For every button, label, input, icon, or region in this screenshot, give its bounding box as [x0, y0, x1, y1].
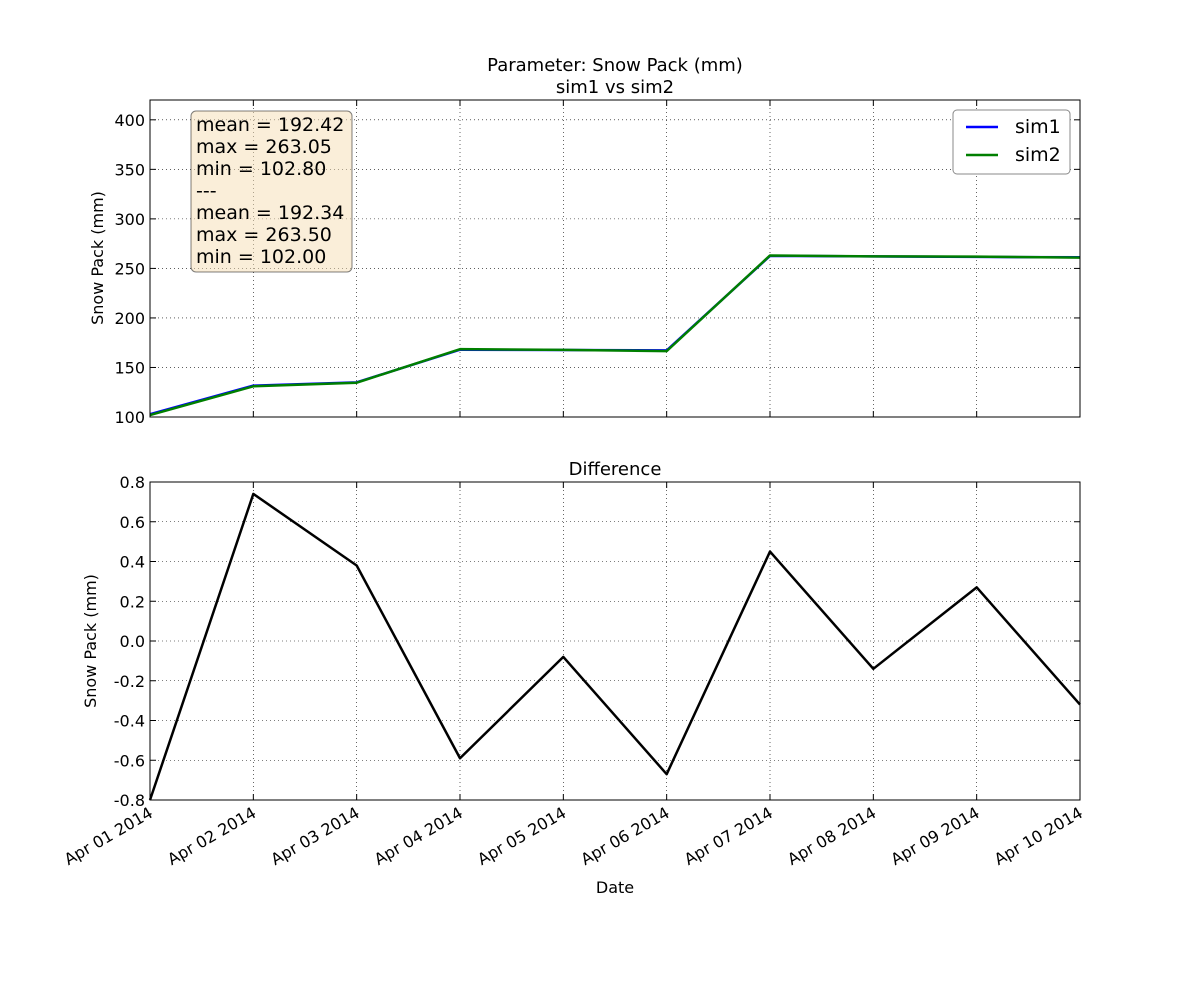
stats-separator: --- [196, 180, 217, 202]
bottom-y-tick-label: 0.0 [120, 632, 145, 651]
top-y-axis-label: Snow Pack (mm) [88, 191, 107, 325]
x-tick-label: Apr 10 2014 [991, 803, 1086, 869]
x-tick-label: Apr 04 2014 [371, 803, 466, 869]
stats-sim2-max: max = 263.50 [196, 224, 332, 246]
top-series-lines [149, 254, 1081, 417]
top-y-tick-label: 400 [114, 111, 145, 130]
bottom-plot-panel: -0.8 -0.6 -0.4 -0.2 0.0 0.2 0.4 0.6 0.8 Apr 01 20… [61, 473, 1086, 897]
bottom-y-tick-label: 0.6 [120, 513, 145, 532]
stats-box-background [190, 110, 353, 273]
bottom-y-tick-label: -0.8 [114, 791, 145, 810]
top-y-tick-label: 250 [114, 259, 145, 278]
legend-label-sim1: sim1 [1015, 116, 1061, 138]
x-tick-label: Apr 03 2014 [267, 803, 362, 869]
bottom-y-tick-label: -0.4 [114, 712, 145, 731]
series-line-sim2 [149, 254, 1081, 417]
top-y-tick-label: 200 [114, 309, 145, 328]
top-y-tick-label: 150 [114, 358, 145, 377]
x-tick-label: Apr 06 2014 [577, 803, 672, 869]
x-tick-label: Apr 08 2014 [784, 803, 879, 869]
x-tick-label: Apr 09 2014 [887, 803, 982, 869]
x-tick-label: Apr 05 2014 [474, 803, 569, 869]
x-tick-label: Apr 02 2014 [164, 803, 259, 869]
bottom-y-axis-label: Snow Pack (mm) [81, 574, 100, 708]
top-plot-panel: 100 150 200 250 300 350 400 Snow Pack (mm) mea… [88, 99, 1081, 427]
bottom-series-lines [148, 492, 1081, 801]
bottom-grid [150, 482, 1080, 800]
stats-sim2-min: min = 102.00 [196, 246, 326, 268]
series-line-difference [148, 492, 1081, 801]
bottom-ticks: -0.8 -0.6 -0.4 -0.2 0.0 0.2 0.4 0.6 0.8 Apr 01 20… [61, 473, 1086, 869]
stats-sim2-mean: mean = 192.34 [196, 202, 344, 224]
x-axis-label: Date [596, 878, 634, 897]
series-line-sim1 [149, 254, 1081, 416]
top-y-tick-label: 100 [114, 408, 145, 427]
top-grid [150, 100, 1080, 417]
stats-sim1-min: min = 102.80 [196, 158, 326, 180]
bottom-y-tick-label: -0.2 [114, 672, 145, 691]
stats-sim1-max: max = 263.05 [196, 136, 332, 158]
chart-subtitle: sim1 vs sim2 [556, 77, 674, 98]
bottom-y-tick-label: 0.2 [120, 592, 145, 611]
top-y-tick-label: 300 [114, 210, 145, 229]
bottom-y-tick-label: 0.8 [120, 473, 145, 492]
legend: sim1 sim2 [952, 109, 1071, 175]
top-axes-frame [149, 99, 1081, 418]
top-y-tick-label: 350 [114, 160, 145, 179]
top-ticks: 100 150 200 250 300 350 400 [114, 100, 1081, 427]
stats-sim1-mean: mean = 192.42 [196, 114, 344, 136]
x-tick-label: Apr 07 2014 [681, 803, 776, 869]
stats-box: mean = 192.42 max = 263.05 min = 102.80 … [190, 110, 353, 273]
bottom-y-tick-label: 0.4 [120, 553, 145, 572]
chart-title: Parameter: Snow Pack (mm) [487, 55, 743, 76]
legend-label-sim2: sim2 [1015, 144, 1061, 166]
x-tick-label: Apr 01 2014 [61, 803, 156, 869]
bottom-y-tick-label: -0.6 [114, 751, 145, 770]
difference-title: Difference [569, 459, 662, 480]
